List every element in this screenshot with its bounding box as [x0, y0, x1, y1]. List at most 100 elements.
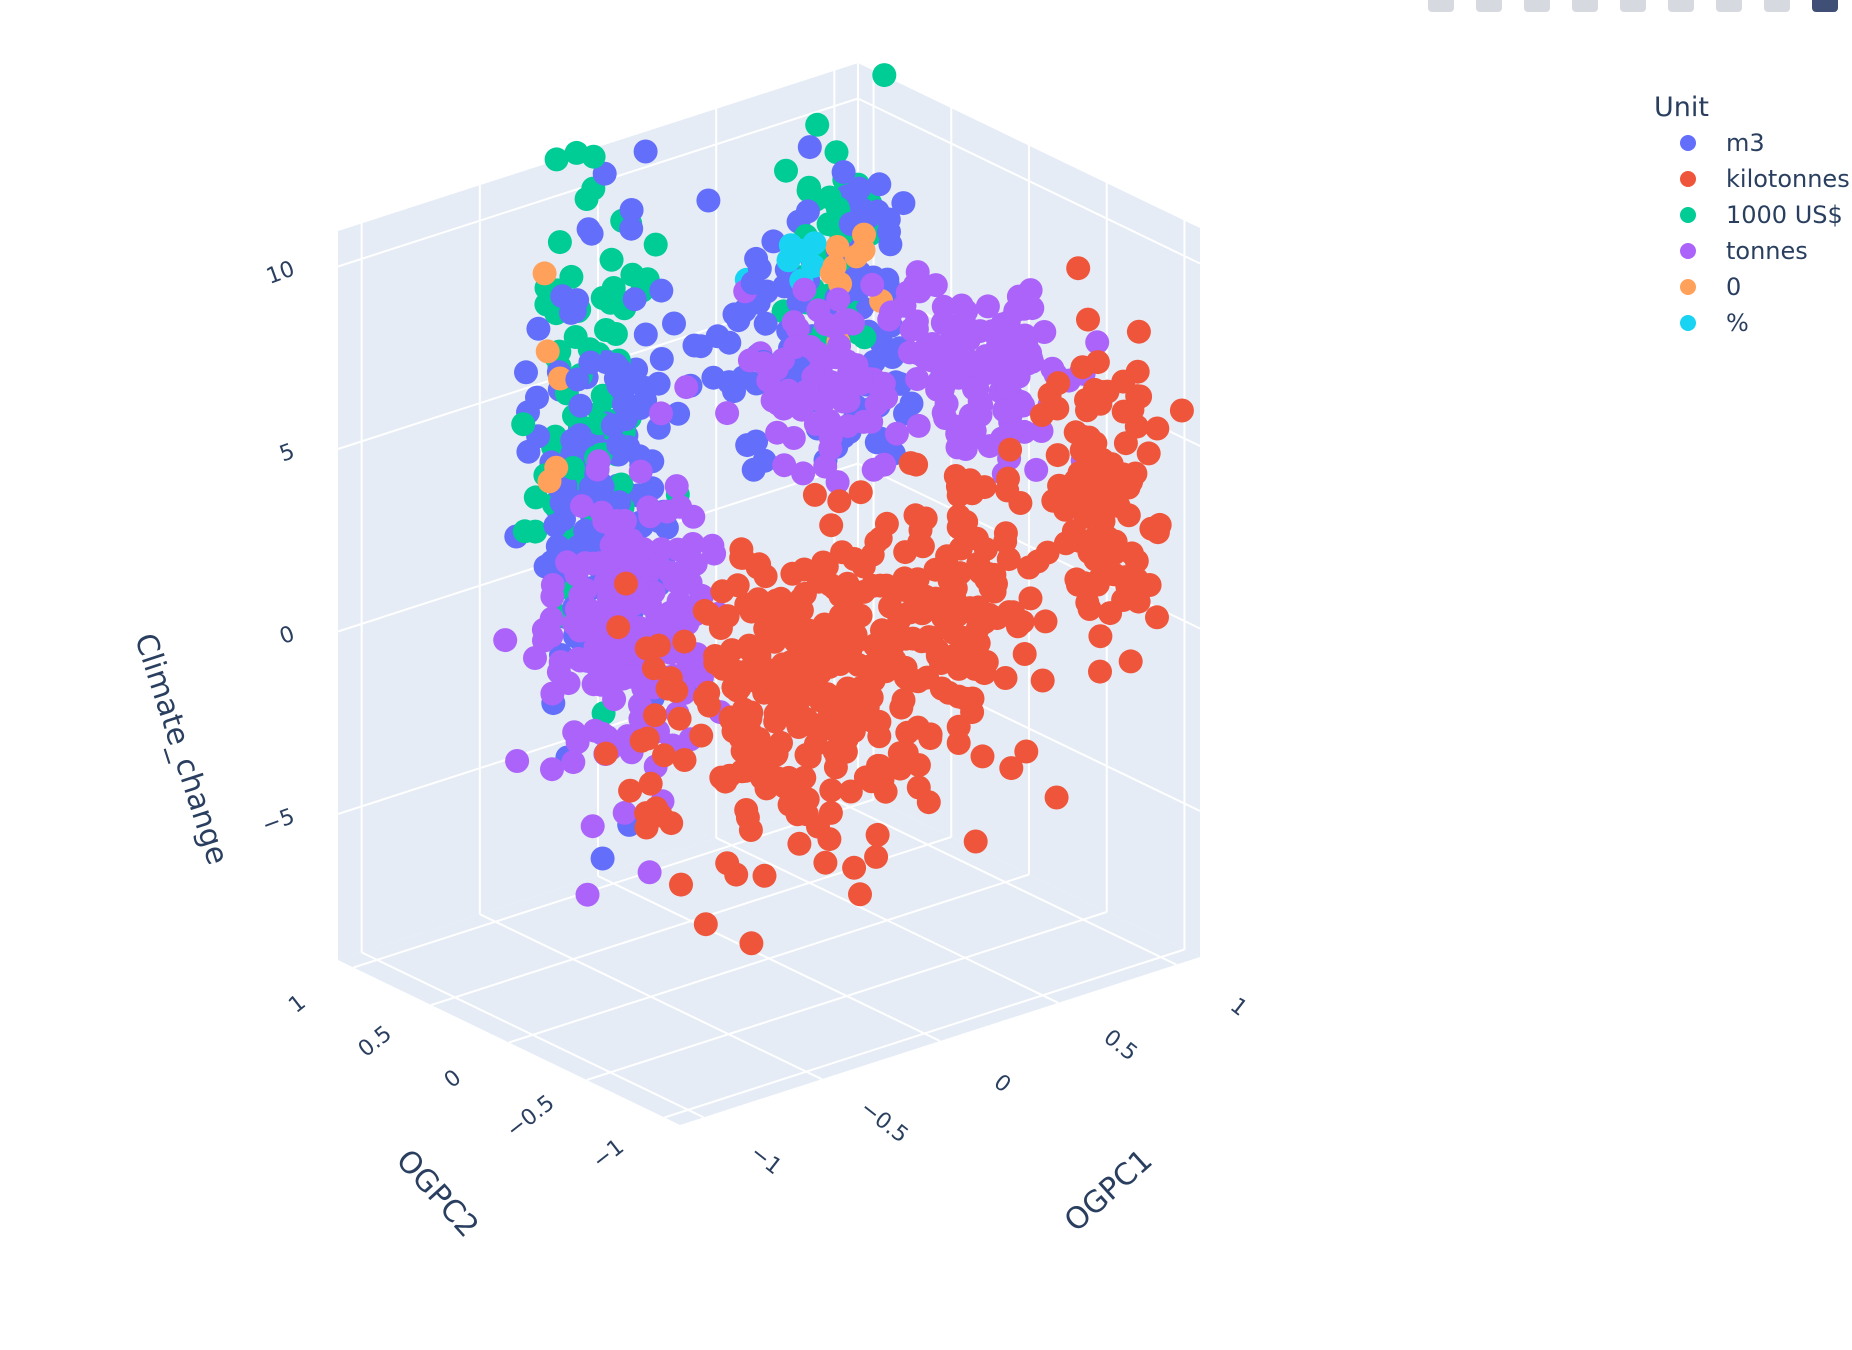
data-point[interactable]	[565, 730, 590, 754]
data-point[interactable]	[860, 272, 885, 297]
data-point[interactable]	[525, 385, 549, 410]
data-point[interactable]	[672, 748, 697, 772]
data-point[interactable]	[1111, 399, 1136, 424]
data-point[interactable]	[739, 599, 764, 624]
data-point[interactable]	[879, 300, 904, 325]
data-point[interactable]	[649, 278, 674, 303]
data-point[interactable]	[969, 392, 994, 417]
data-point[interactable]	[923, 273, 948, 298]
data-point[interactable]	[643, 232, 668, 257]
data-point[interactable]	[992, 398, 1017, 423]
data-point[interactable]	[730, 545, 755, 570]
data-point[interactable]	[550, 284, 575, 309]
data-point[interactable]	[649, 347, 674, 371]
data-point[interactable]	[692, 598, 717, 623]
data-point[interactable]	[576, 217, 601, 242]
data-point[interactable]	[705, 324, 730, 349]
data-point[interactable]	[813, 850, 838, 875]
data-point[interactable]	[960, 700, 985, 725]
data-point[interactable]	[606, 373, 631, 398]
data-point[interactable]	[819, 513, 844, 538]
data-point[interactable]	[543, 513, 568, 538]
data-point[interactable]	[546, 660, 571, 684]
data-point[interactable]	[835, 676, 860, 701]
data-point[interactable]	[796, 178, 821, 203]
data-point[interactable]	[860, 573, 885, 598]
data-point[interactable]	[824, 140, 849, 165]
data-point[interactable]	[998, 437, 1023, 462]
data-point[interactable]	[581, 144, 606, 169]
data-point[interactable]	[719, 638, 744, 663]
data-point[interactable]	[652, 743, 676, 768]
data-point[interactable]	[738, 818, 763, 842]
data-point[interactable]	[946, 515, 971, 540]
data-point[interactable]	[792, 277, 817, 302]
data-point[interactable]	[963, 829, 988, 854]
data-point[interactable]	[973, 537, 998, 562]
data-point[interactable]	[658, 666, 683, 691]
data-point[interactable]	[789, 677, 814, 702]
data-point[interactable]	[718, 705, 743, 730]
data-point[interactable]	[826, 287, 851, 312]
data-point[interactable]	[1045, 396, 1070, 421]
data-point[interactable]	[1076, 307, 1100, 332]
data-point[interactable]	[580, 814, 605, 839]
data-point[interactable]	[675, 611, 700, 636]
data-point[interactable]	[682, 333, 707, 358]
data-point[interactable]	[836, 308, 861, 333]
hover-icon[interactable]	[1764, 0, 1790, 12]
data-point[interactable]	[916, 790, 941, 815]
data-point[interactable]	[1115, 574, 1140, 599]
data-point[interactable]	[797, 135, 822, 160]
data-point[interactable]	[1118, 649, 1143, 674]
home-icon[interactable]	[1716, 0, 1742, 12]
data-point[interactable]	[970, 744, 995, 769]
data-point[interactable]	[805, 112, 830, 137]
data-point[interactable]	[893, 540, 918, 565]
data-point[interactable]	[724, 862, 749, 887]
data-point[interactable]	[794, 802, 819, 827]
data-point[interactable]	[595, 559, 619, 584]
data-point[interactable]	[618, 778, 643, 803]
data-point[interactable]	[633, 322, 658, 347]
data-point[interactable]	[977, 434, 1002, 459]
data-point[interactable]	[622, 287, 647, 312]
data-point[interactable]	[1018, 278, 1043, 303]
reset-icon[interactable]	[1668, 0, 1694, 12]
data-point[interactable]	[590, 721, 615, 746]
data-point[interactable]	[662, 311, 686, 336]
data-point[interactable]	[603, 322, 628, 346]
data-point[interactable]	[669, 872, 693, 897]
legend-item[interactable]: %	[1680, 309, 1749, 337]
data-point[interactable]	[859, 409, 884, 434]
data-point[interactable]	[562, 611, 587, 636]
modebar[interactable]	[1428, 0, 1838, 12]
data-point[interactable]	[1017, 555, 1041, 580]
data-point[interactable]	[735, 433, 760, 458]
data-point[interactable]	[1053, 531, 1078, 556]
data-point[interactable]	[1030, 668, 1055, 693]
data-point[interactable]	[762, 629, 787, 654]
data-point[interactable]	[821, 712, 846, 736]
data-point[interactable]	[819, 261, 844, 286]
data-point[interactable]	[904, 452, 929, 477]
data-point[interactable]	[1145, 416, 1170, 441]
data-point[interactable]	[667, 706, 692, 731]
data-point[interactable]	[847, 176, 872, 201]
legend-item[interactable]: kilotonnes	[1680, 165, 1850, 193]
data-point[interactable]	[514, 360, 538, 385]
data-point[interactable]	[817, 185, 842, 210]
data-point[interactable]	[1147, 512, 1172, 537]
data-point[interactable]	[953, 437, 978, 461]
data-point[interactable]	[838, 779, 863, 804]
data-point[interactable]	[993, 666, 1018, 690]
data-point[interactable]	[634, 815, 659, 840]
data-point[interactable]	[905, 260, 930, 285]
data-point[interactable]	[938, 562, 963, 587]
data-point[interactable]	[668, 494, 693, 519]
orbit-icon[interactable]	[1572, 0, 1598, 12]
data-point[interactable]	[628, 459, 653, 484]
legend-item[interactable]: 1000 US$	[1680, 201, 1843, 229]
data-point[interactable]	[1106, 494, 1131, 519]
data-point[interactable]	[547, 230, 572, 255]
